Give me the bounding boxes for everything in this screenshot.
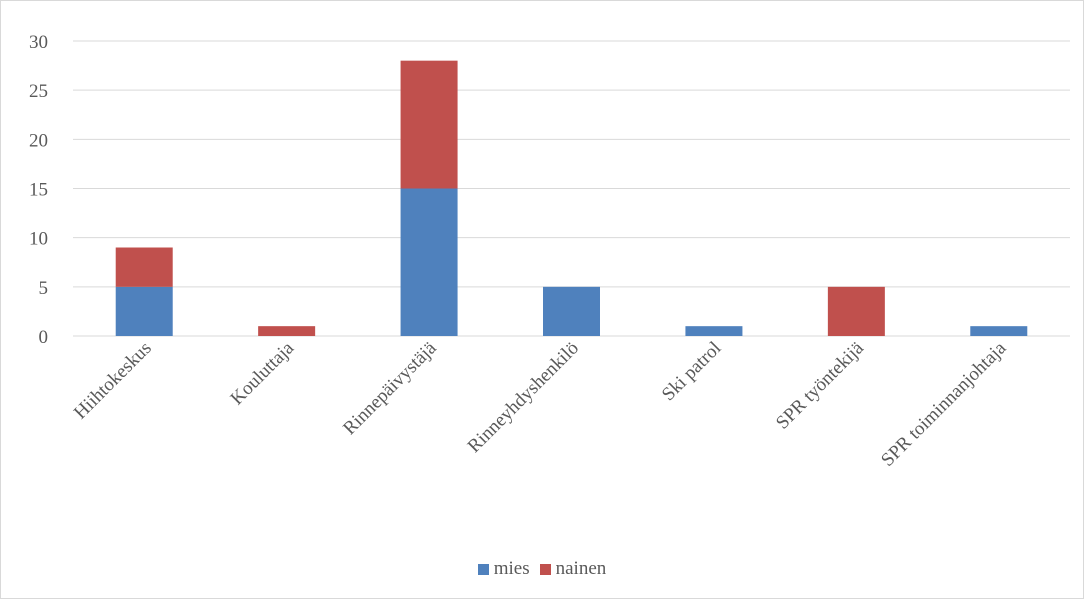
bar-mies-4 (685, 326, 743, 336)
legend-swatch-mies (477, 563, 489, 575)
x-tick-label-2: Rinnepäivystäjä (339, 337, 441, 439)
bar-nainen-1 (258, 326, 316, 336)
y-tick-label-0: 0 (39, 327, 49, 348)
legend-label-nainen: nainen (555, 558, 607, 579)
gridlines (73, 40, 1070, 337)
y-tick-label-30: 30 (29, 32, 48, 53)
bar-nainen-2 (400, 60, 458, 189)
legend-swatch-nainen (539, 563, 551, 575)
bar-mies-2 (400, 188, 458, 336)
x-tick-label-3: Rinneyhdyshenkilö (464, 338, 583, 457)
y-tick-label-20: 20 (29, 130, 48, 151)
x-tick-label-6: SPR toiminnanjohtaja (877, 337, 1011, 471)
bar-nainen-5 (827, 286, 885, 336)
y-tick-label-10: 10 (29, 229, 48, 250)
x-tick-label-1: Kouluttaja (227, 337, 299, 409)
legend-item-mies: mies (477, 558, 530, 580)
legend: mies nainen (0, 558, 1084, 580)
x-tick-label-0: Hiihtokeskus (70, 338, 156, 424)
bar-mies-6 (970, 326, 1028, 336)
y-tick-label-25: 25 (29, 81, 48, 102)
bar-mies-3 (543, 286, 600, 336)
x-axis-labels: Hiihtokeskus Kouluttaja Rinnepäivystäjä Rin… (70, 337, 1011, 471)
y-tick-label-5: 5 (39, 278, 49, 299)
bar-mies-0 (115, 286, 173, 336)
legend-label-mies: mies (493, 558, 530, 579)
y-tick-label-15: 15 (29, 180, 48, 201)
y-axis-ticks: 0 5 10 15 20 25 30 (29, 32, 48, 348)
bars (115, 60, 1028, 336)
x-tick-label-5: SPR työntekijä (772, 337, 868, 433)
bar-nainen-0 (115, 247, 173, 287)
x-tick-label-4: Ski patrol (658, 338, 725, 405)
legend-item-nainen: nainen (539, 558, 607, 580)
